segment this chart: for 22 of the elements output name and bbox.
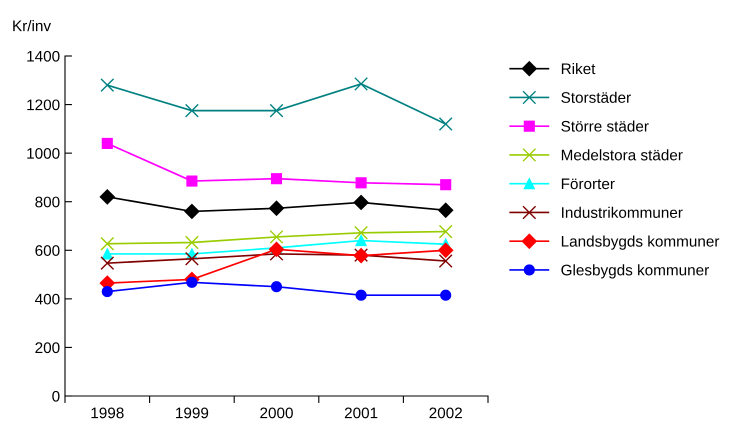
y-axis-title: Kr/inv — [13, 20, 51, 32]
y-tick-label: 1000 — [27, 148, 60, 159]
x-tick-label: 2001 — [344, 408, 378, 418]
legend-label: Glesbygds kommuner — [561, 264, 709, 278]
y-tick-label: 1200 — [27, 99, 60, 110]
legend-label: Större städer — [561, 120, 649, 132]
x-tick-label: 1999 — [176, 408, 208, 418]
y-tick-label: 1400 — [27, 50, 60, 62]
y-tick-label: 400 — [35, 294, 60, 305]
x-tick-label: 2002 — [429, 408, 462, 418]
y-tick-label: 600 — [35, 245, 60, 256]
legend-label: Medelstora städer — [562, 149, 683, 160]
x-tick-label: 1998 — [91, 408, 124, 418]
y-tick-label: 800 — [35, 196, 60, 208]
legend-label: Industrikommuner — [562, 206, 683, 218]
y-tick-label: 0 — [52, 390, 60, 402]
y-tick-label: 200 — [35, 342, 60, 354]
x-tick-label: 2000 — [260, 408, 293, 418]
legend-label: Landsbygds kommuner — [562, 235, 720, 250]
legend-label: Storstäder — [561, 92, 631, 103]
legend-label: Förorter — [562, 178, 615, 190]
legend-label: Riket — [562, 62, 596, 74]
